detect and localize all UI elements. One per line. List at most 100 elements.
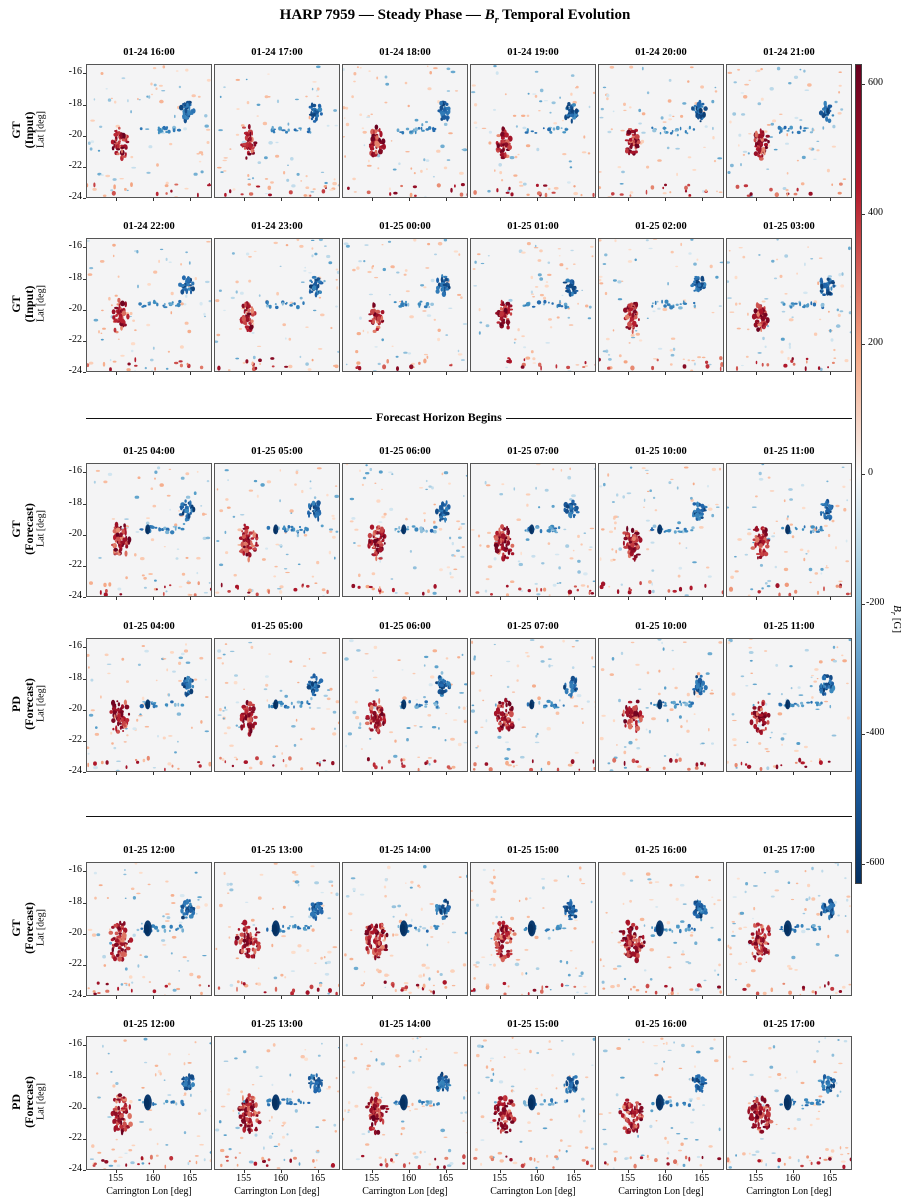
positive-flux-mark [250, 537, 255, 540]
positive-flux-mark [623, 719, 628, 724]
positive-flux-mark [117, 311, 122, 314]
positive-flux-mark [507, 549, 511, 556]
positive-flux-mark [761, 540, 766, 544]
positive-flux-mark [120, 939, 125, 943]
positive-flux-mark [786, 192, 789, 197]
negative-flux-mark [428, 485, 432, 488]
negative-flux-mark [525, 538, 530, 541]
positive-flux-mark [807, 246, 809, 248]
positive-flux-mark [111, 707, 117, 711]
positive-flux-mark [601, 528, 605, 531]
negative-flux-mark [661, 299, 663, 304]
positive-flux-mark [301, 489, 304, 494]
positive-flux-mark [328, 550, 332, 555]
positive-flux-mark [113, 923, 118, 928]
positive-flux-mark [500, 139, 503, 144]
negative-flux-mark [382, 267, 386, 272]
positive-flux-mark [120, 923, 126, 926]
negative-flux-mark [174, 751, 177, 754]
negative-flux-mark [783, 125, 787, 130]
positive-flux-mark [283, 171, 286, 175]
negative-flux-mark [666, 718, 669, 723]
negative-flux-mark [758, 254, 761, 256]
negative-flux-mark [822, 688, 826, 693]
negative-flux-mark [593, 468, 595, 470]
positive-flux-mark [632, 548, 636, 551]
negative-flux-mark [323, 279, 326, 283]
y-tick-label: -18 [68, 271, 82, 283]
positive-flux-mark [727, 641, 731, 645]
positive-flux-mark [171, 764, 174, 768]
negative-flux-mark [571, 286, 576, 292]
negative-flux-mark [235, 357, 240, 360]
positive-flux-mark [504, 132, 509, 138]
negative-flux-mark [801, 155, 806, 160]
negative-flux-mark [683, 302, 688, 305]
negative-flux-mark [144, 924, 150, 935]
negative-flux-mark [747, 528, 751, 530]
positive-flux-mark [303, 533, 308, 537]
positive-flux-mark [382, 716, 386, 722]
negative-flux-mark [522, 182, 527, 186]
positive-flux-mark [225, 498, 229, 501]
positive-flux-mark [527, 589, 531, 593]
positive-flux-mark [845, 560, 849, 563]
positive-flux-mark [274, 565, 278, 568]
positive-flux-mark [622, 709, 625, 716]
y-tick-mark [83, 135, 86, 137]
positive-flux-mark [500, 131, 505, 138]
x-tick-mark [499, 372, 501, 375]
y-tick-mark [83, 647, 86, 649]
positive-flux-mark [814, 668, 819, 671]
positive-flux-mark [289, 660, 293, 663]
positive-flux-mark [846, 682, 849, 685]
negative-flux-mark [693, 689, 696, 696]
positive-flux-mark [233, 756, 237, 759]
positive-flux-mark [746, 764, 752, 769]
positive-flux-mark [250, 540, 253, 545]
positive-flux-mark [253, 250, 257, 253]
positive-flux-mark [583, 135, 586, 139]
negative-flux-mark [703, 106, 708, 111]
positive-flux-mark [423, 353, 428, 356]
positive-flux-mark [669, 191, 672, 194]
positive-flux-mark [361, 127, 365, 130]
negative-flux-mark [192, 506, 196, 513]
positive-flux-mark [500, 533, 506, 539]
positive-flux-mark [333, 178, 336, 181]
negative-flux-mark [646, 317, 649, 319]
negative-flux-mark [377, 362, 381, 366]
positive-flux-mark [87, 987, 90, 990]
negative-flux-mark [523, 346, 527, 349]
positive-flux-mark [623, 536, 628, 541]
negative-flux-mark [781, 310, 786, 313]
heatmap-panel [86, 238, 212, 372]
negative-flux-mark [688, 125, 691, 130]
positive-flux-mark [167, 982, 171, 986]
positive-flux-mark [599, 357, 601, 362]
negative-flux-mark [815, 708, 820, 710]
negative-flux-mark [145, 527, 149, 534]
positive-flux-mark [88, 361, 94, 365]
positive-flux-mark [538, 110, 541, 112]
heatmap-panel [214, 238, 340, 372]
positive-flux-mark [327, 950, 332, 954]
negative-flux-mark [276, 99, 280, 104]
positive-flux-mark [635, 725, 641, 732]
positive-flux-mark [122, 730, 125, 732]
positive-flux-mark [460, 296, 463, 299]
positive-flux-mark [110, 139, 115, 145]
heatmap-panel [726, 238, 852, 372]
positive-flux-mark [360, 748, 363, 750]
positive-flux-mark [748, 79, 751, 82]
br-field-map [345, 464, 467, 596]
positive-flux-mark [117, 338, 120, 340]
positive-flux-mark [223, 170, 227, 172]
positive-flux-mark [628, 137, 633, 142]
negative-flux-mark [358, 726, 362, 729]
negative-flux-mark [555, 125, 560, 131]
positive-flux-mark [734, 763, 738, 768]
negative-flux-mark [849, 331, 851, 334]
positive-flux-mark [123, 523, 126, 528]
positive-flux-mark [588, 591, 591, 595]
